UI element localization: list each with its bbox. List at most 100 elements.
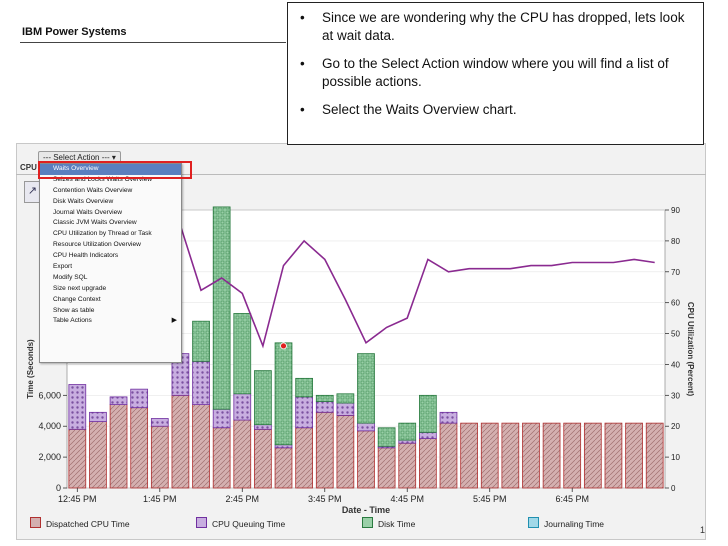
menu-item-label: Export [53,263,73,271]
y2-tick-label: 0 [671,484,676,493]
menu-item-label: Size next upgrade [53,284,107,292]
callout-bullet: Go to the Select Action window where you… [288,55,693,91]
legend-swatch [30,517,41,528]
bar-disk-time [377,427,396,447]
bar-dispatched-cpu-time [274,447,293,489]
menu-item-label: Contention Waits Overview [53,186,133,194]
menu-item[interactable]: Table Actions ▶ [40,316,181,327]
menu-item[interactable]: Export [40,262,181,273]
select-action-menu: Waits Overview Seizes and Locks Waits Ove… [39,163,182,363]
menu-item[interactable]: CPU Health Indicators [40,251,181,262]
legend-label: Dispatched CPU Time [46,519,130,529]
bar-cpu-queuing-time [254,424,272,430]
cpu-tab-label: CPU [20,163,37,172]
bar-cpu-queuing-time [419,431,437,439]
bar-dispatched-cpu-time [109,404,128,489]
y-axis-label: Time (Seconds) [26,339,35,399]
bar-disk-time [315,394,334,402]
bar-dispatched-cpu-time [501,422,520,489]
menu-item[interactable]: Classic JVM Waits Overview [40,218,181,229]
y-tick-label: 6,000 [38,390,61,400]
callout-bullet: Since we are wondering why the CPU has d… [288,9,693,45]
bar-cpu-queuing-time [150,418,169,427]
page-number: 1 [700,525,706,535]
brand-title: IBM Power Systems [22,26,127,38]
menu-item[interactable]: Seizes and Locks Waits Overview [40,175,181,186]
y2-axis-label: CPU Utilization (Percent) [686,302,695,397]
bar-dispatched-cpu-time [645,422,664,489]
bar-cpu-queuing-time [130,388,149,409]
bar-cpu-queuing-time [212,408,231,429]
bar-disk-time [336,393,355,404]
menu-item-label: Disk Waits Overview [53,197,114,205]
bar-dispatched-cpu-time [542,422,561,489]
y2-tick-label: 40 [671,360,680,369]
bar-dispatched-cpu-time [212,427,231,489]
legend-item: Journaling Time [528,517,604,529]
bar-dispatched-cpu-time [480,422,499,489]
y2-tick-label: 30 [671,391,680,400]
bar-cpu-queuing-time [439,411,458,424]
menu-item[interactable]: Show as table [40,306,181,317]
bar-dispatched-cpu-time [192,404,210,489]
legend-item: Disk Time [362,517,415,529]
y2-tick-label: 90 [671,206,680,215]
bar-dispatched-cpu-time [68,428,87,489]
legend-label: CPU Queuing Time [212,519,286,529]
legend-swatch [362,517,373,528]
x-tick-label: 6:45 PM [555,494,589,504]
bar-cpu-queuing-time [192,360,210,406]
menu-item[interactable]: Modify SQL [40,273,181,284]
bar-dispatched-cpu-time [233,419,252,489]
header-rule [20,42,286,43]
menu-item[interactable]: Resource Utilization Overview [40,240,181,251]
bar-disk-time [192,320,210,362]
bar-dispatched-cpu-time [377,447,396,489]
menu-item[interactable]: Disk Waits Overview [40,197,181,208]
bar-cpu-queuing-time [68,384,87,430]
menu-item[interactable]: Change Context [40,295,181,306]
y-tick-label: 0 [56,483,61,493]
menu-item[interactable]: Contention Waits Overview [40,186,181,197]
bar-cpu-queuing-time [89,411,107,422]
bar-dispatched-cpu-time [563,422,582,489]
bar-dispatched-cpu-time [439,422,458,489]
tab-strip [16,174,706,181]
waits-overview-highlight [38,161,192,179]
menu-item-label: Show as table [53,306,95,314]
bar-dispatched-cpu-time [419,438,437,489]
y-tick-label: 4,000 [38,421,61,431]
menu-item-label: Modify SQL [53,273,88,281]
bar-disk-time [233,313,252,395]
menu-item[interactable]: CPU Utilization by Thread or Task [40,229,181,240]
bar-cpu-queuing-time [233,393,252,421]
x-tick-label: 1:45 PM [143,494,177,504]
menu-item[interactable]: Waits Overview [40,164,181,175]
bar-dispatched-cpu-time [398,442,417,489]
bar-disk-time [295,377,313,398]
menu-item-label: Table Actions [53,317,92,325]
x-tick-label: 2:45 PM [226,494,260,504]
bar-dispatched-cpu-time [604,422,623,489]
menu-item-label: CPU Health Indicators [53,252,119,260]
legend-item: Dispatched CPU Time [30,517,130,529]
bar-cpu-queuing-time [357,422,375,432]
y2-tick-label: 70 [671,268,680,277]
legend-label: Disk Time [378,519,416,529]
bar-dispatched-cpu-time [460,422,478,489]
x-tick-label: 12:45 PM [58,494,97,504]
menu-item[interactable]: Size next upgrade [40,284,181,295]
menu-item[interactable]: Journal Waits Overview [40,208,181,219]
legend-swatch [528,517,539,528]
bar-dispatched-cpu-time [336,415,355,489]
bar-dispatched-cpu-time [583,422,602,489]
instruction-callout: Since we are wondering why the CPU has d… [287,2,704,145]
bar-cpu-queuing-time [398,439,417,444]
bar-cpu-queuing-time [274,444,293,449]
menu-item-label: CPU Utilization by Thread or Task [53,230,152,238]
selected-point-marker [280,342,287,350]
bar-dispatched-cpu-time [89,421,107,489]
bar-dispatched-cpu-time [522,422,540,489]
y-tick-label: 2,000 [38,452,61,462]
menu-item-label: Change Context [53,295,101,303]
